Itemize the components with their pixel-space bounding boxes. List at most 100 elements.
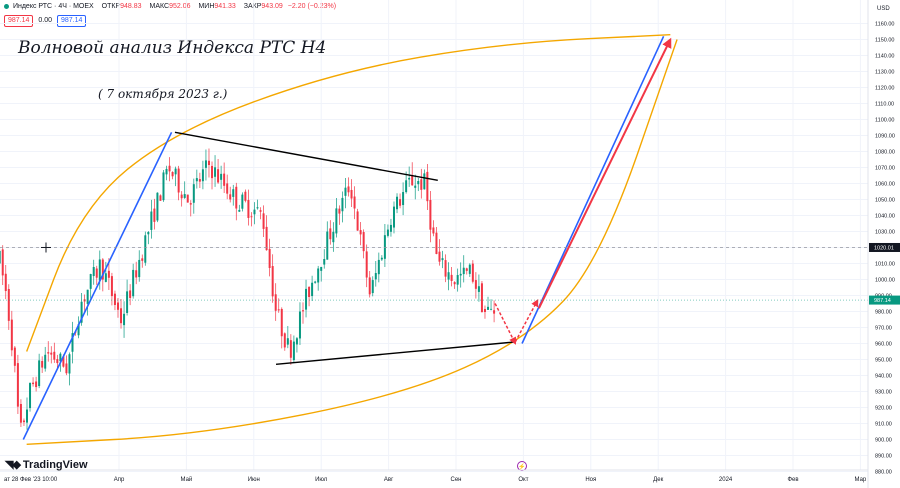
candle-body	[201, 169, 204, 182]
candle-body	[344, 187, 347, 196]
market-status-icon	[4, 3, 9, 9]
candle-body	[438, 251, 441, 262]
candle-body	[38, 360, 41, 387]
candle-body	[365, 251, 368, 278]
time-tick-label: Июл	[315, 477, 328, 483]
candle-body	[232, 189, 235, 197]
candle-body	[295, 338, 298, 345]
price-tick-label: 980.00	[875, 310, 892, 316]
candle-body	[180, 194, 183, 199]
high-value: 952.06	[169, 3, 191, 10]
symbol-legend[interactable]: Индекс РТС · 4Ч · MOEX ОТКР948.83 МАКС95…	[4, 1, 336, 13]
candle-body	[341, 197, 344, 212]
price-tick-label: 970.00	[875, 326, 892, 332]
candle-body	[22, 420, 25, 423]
time-tick-label: Июн	[248, 477, 260, 483]
price-tick-label: 1160.00	[875, 22, 894, 28]
candle-body	[487, 306, 490, 310]
candle-body	[77, 324, 80, 336]
candle-body	[1, 249, 4, 276]
candle-body	[271, 266, 274, 297]
candle-body	[192, 184, 195, 203]
price-tick-label: 1070.00	[875, 166, 895, 172]
price-tick-label: 1110.00	[875, 102, 894, 108]
wave-e-down-arrow	[494, 303, 516, 345]
candle-body	[247, 200, 250, 218]
candle-body	[420, 179, 423, 190]
candle-body	[262, 213, 265, 229]
candle-body	[59, 353, 62, 362]
candle-body	[292, 341, 295, 361]
candle-body	[135, 270, 138, 278]
price-axis[interactable]: USD 880.00 890.00 900.00 910.00 920.00 930.00 9…	[867, 0, 900, 488]
close-value: 943.09	[261, 3, 283, 10]
candle-body	[0, 250, 1, 264]
candle-body	[250, 216, 253, 218]
candle-body	[371, 280, 374, 294]
candle-body	[7, 288, 10, 321]
time-axis[interactable]: Апр Май Июн Июл Авг Сен Окт Ноя Дек 2024 Фев Мар	[0, 469, 868, 483]
triangle-upper-line	[174, 131, 438, 181]
event-marker-glyph: ⚡	[518, 463, 525, 471]
crosshair-price-tag	[869, 242, 900, 252]
candle-body	[329, 228, 332, 240]
ask-button[interactable]: 987.14	[56, 15, 87, 27]
candle-body	[374, 273, 377, 280]
candle-body	[56, 359, 59, 364]
time-tick-label: Дек	[653, 477, 663, 483]
tradingview-logo-icon: ◥◆	[5, 459, 21, 471]
candle-body	[493, 310, 496, 314]
candle-body	[95, 268, 98, 278]
time-tick-label: Сен	[451, 477, 462, 483]
candle-body	[183, 194, 186, 198]
candle-body	[71, 333, 74, 352]
price-tick-label: 1060.00	[875, 182, 895, 188]
candle-body	[402, 192, 405, 206]
price-tick-label: 950.00	[875, 358, 892, 364]
price-tick-label: 1120.00	[875, 86, 894, 92]
candle-body	[417, 181, 420, 185]
candle-body	[44, 354, 47, 369]
symbol-title[interactable]: Индекс РТС · 4Ч · MOEX	[12, 3, 94, 10]
bid-button[interactable]: 987.14	[4, 15, 34, 27]
price-tick-label: 900.00	[875, 438, 892, 444]
candle-body	[211, 165, 214, 179]
candle-body	[141, 258, 144, 261]
low-value: 941.33	[214, 3, 236, 10]
candle-body	[277, 309, 280, 311]
candle-body	[13, 347, 16, 366]
price-tick-label: 890.00	[875, 454, 892, 460]
change-value: −2.20 (−0.23%)	[287, 3, 337, 10]
open-label: ОТКР	[101, 3, 121, 10]
price-tick-label: 1050.00	[875, 198, 895, 204]
candle-body	[302, 310, 305, 312]
candle-body	[195, 178, 198, 182]
candle-body	[198, 179, 201, 182]
candle-body	[177, 168, 180, 193]
candle-body	[204, 160, 207, 168]
close-label: ЗАКР	[243, 3, 262, 10]
candle-body	[356, 211, 359, 231]
price-tick-label: 920.00	[875, 406, 892, 412]
forecast-wave-arrow	[538, 37, 672, 309]
price-tick-label: 960.00	[875, 342, 892, 348]
candle-body	[286, 338, 289, 345]
candle-body	[235, 186, 238, 209]
candle-body	[465, 268, 468, 271]
candle-body	[92, 267, 95, 277]
lower-channel-curve	[26, 39, 678, 445]
chart-header: Индекс РТС · 4Ч · MOEX ОТКР948.83 МАКС95…	[0, 0, 868, 30]
candle-body	[147, 232, 150, 235]
price-tick-label: 1040.00	[875, 214, 895, 220]
candle-body	[377, 259, 380, 275]
candle-body	[47, 352, 50, 354]
candle-body	[480, 283, 483, 313]
candle-body	[332, 231, 335, 243]
candle-body	[153, 208, 156, 222]
tradingview-logo[interactable]: ◥◆ TradingView	[5, 458, 88, 471]
candle-body	[471, 263, 474, 282]
candle-body	[399, 199, 402, 206]
candle-body	[129, 290, 132, 298]
annotation-title: Волновой анализ Индекса РТС Н4	[18, 38, 327, 58]
